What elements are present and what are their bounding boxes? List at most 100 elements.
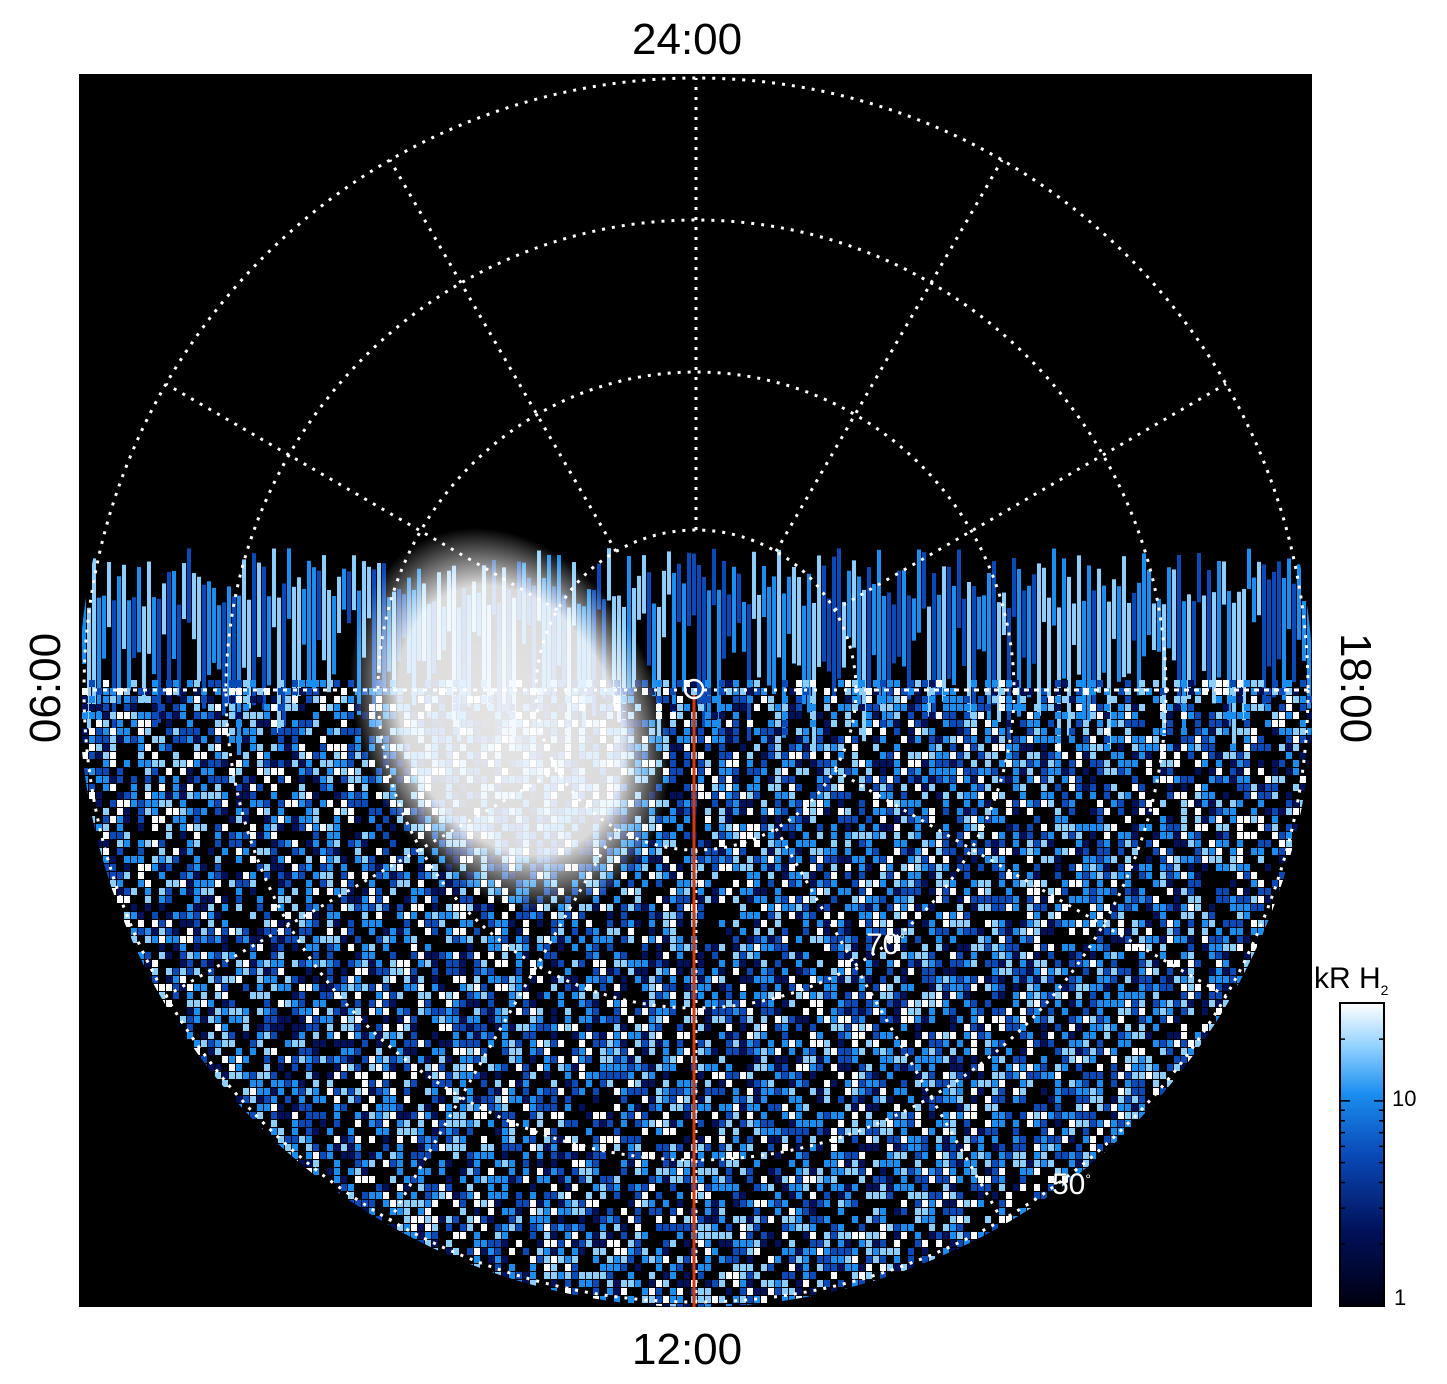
emission-cell [1062, 832, 1068, 839]
emission-cell [908, 808, 914, 815]
emission-cell [726, 680, 732, 687]
emission-cell [516, 936, 522, 943]
emission-streak [252, 553, 256, 706]
emission-cell [327, 992, 333, 999]
emission-cell [852, 696, 858, 703]
emission-cell [1125, 680, 1131, 687]
emission-cell [187, 728, 193, 735]
emission-cell [859, 872, 865, 879]
emission-cell [831, 1008, 837, 1015]
emission-cell [824, 768, 830, 775]
emission-cell [761, 976, 767, 983]
emission-cell [1230, 688, 1236, 695]
emission-cell [1069, 984, 1075, 991]
emission-cell [698, 864, 704, 871]
emission-cell [754, 976, 760, 983]
emission-cell [145, 936, 151, 943]
emission-cell [215, 728, 221, 735]
emission-cell [327, 680, 333, 687]
emission-streak [972, 585, 976, 727]
emission-cell [131, 936, 137, 943]
emission-cell [96, 840, 102, 847]
emission-cell [145, 776, 151, 783]
emission-cell [677, 800, 683, 807]
emission-cell [957, 856, 963, 863]
emission-cell [1209, 840, 1215, 847]
emission-cell [1097, 680, 1103, 687]
emission-cell [1153, 736, 1159, 743]
emission-cell [1181, 824, 1187, 831]
emission-cell [187, 872, 193, 879]
emission-streak [1152, 603, 1156, 651]
emission-cell [586, 952, 592, 959]
emission-cell [845, 712, 851, 719]
emission-cell [740, 840, 746, 847]
emission-cell [1090, 888, 1096, 895]
emission-cell [908, 1008, 914, 1015]
emission-cell [390, 864, 396, 871]
emission-cell [1090, 824, 1096, 831]
emission-cell [334, 704, 340, 711]
emission-cell [103, 832, 109, 839]
emission-cell [789, 760, 795, 767]
emission-cell [670, 816, 676, 823]
emission-cell [726, 808, 732, 815]
emission-cell [1258, 688, 1264, 695]
emission-streak [352, 555, 356, 611]
emission-cell [1244, 776, 1250, 783]
emission-cell [1174, 1000, 1180, 1007]
emission-cell [376, 888, 382, 895]
emission-cell [824, 928, 830, 935]
emission-cell [768, 856, 774, 863]
emission-streak [82, 587, 86, 664]
emission-streak [947, 566, 951, 679]
emission-cell [999, 848, 1005, 855]
emission-cell [663, 816, 669, 823]
emission-cell [1118, 920, 1124, 927]
emission-cell [166, 808, 172, 815]
emission-cell [1034, 800, 1040, 807]
emission-cell [929, 760, 935, 767]
emission-cell [306, 752, 312, 759]
emission-cell [887, 960, 893, 967]
emission-cell [1244, 680, 1250, 687]
emission-cell [355, 1008, 361, 1015]
emission-cell [929, 904, 935, 911]
emission-cell [145, 896, 151, 903]
emission-cell [516, 944, 522, 951]
emission-cell [278, 824, 284, 831]
emission-cell [376, 872, 382, 879]
emission-streak [1092, 590, 1096, 718]
emission-cell [1013, 904, 1019, 911]
emission-cell [1265, 824, 1271, 831]
emission-cell [796, 896, 802, 903]
emission-cell [278, 800, 284, 807]
emission-cell [166, 768, 172, 775]
emission-cell [1174, 888, 1180, 895]
emission-cell [1083, 824, 1089, 831]
emission-cell [327, 744, 333, 751]
emission-cell [187, 912, 193, 919]
emission-cell [887, 864, 893, 871]
emission-cell [131, 928, 137, 935]
emission-cell [873, 712, 879, 719]
emission-cell [369, 880, 375, 887]
emission-cell [551, 920, 557, 927]
emission-cell [138, 952, 144, 959]
emission-cell [1104, 856, 1110, 863]
emission-cell [1013, 992, 1019, 999]
emission-cell [1006, 808, 1012, 815]
emission-cell [1195, 848, 1201, 855]
emission-cell [768, 968, 774, 975]
emission-cell [733, 848, 739, 855]
emission-cell [852, 1008, 858, 1015]
emission-cell [796, 704, 802, 711]
emission-cell [978, 712, 984, 719]
emission-cell [810, 968, 816, 975]
emission-cell [936, 976, 942, 983]
emission-cell [782, 808, 788, 815]
emission-cell [600, 984, 606, 991]
emission-cell [1076, 984, 1082, 991]
emission-cell [1104, 920, 1110, 927]
emission-cell [285, 776, 291, 783]
